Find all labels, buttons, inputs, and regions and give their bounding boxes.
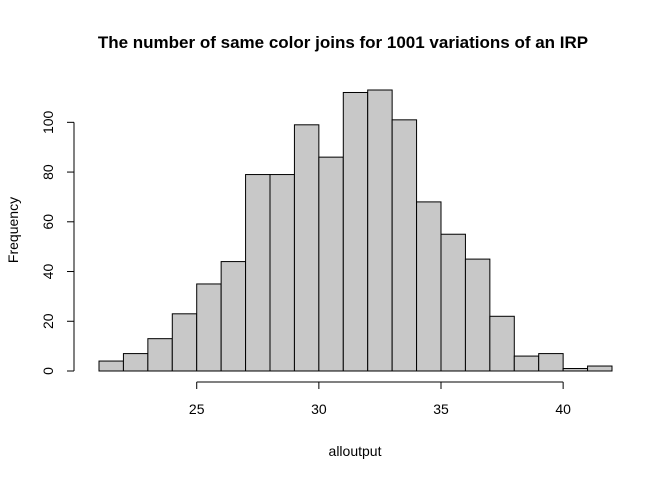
y-tick-label: 20 <box>40 313 56 329</box>
histogram-bar <box>416 201 442 372</box>
histogram-bar <box>220 261 247 372</box>
histogram-bar <box>562 368 589 372</box>
x-tick-label: 35 <box>433 401 449 417</box>
histogram-bar <box>269 174 295 372</box>
y-tick-label: 80 <box>40 164 56 180</box>
histogram-bar <box>538 353 564 372</box>
histogram-bar <box>391 119 418 372</box>
y-tick-label: 0 <box>40 367 56 375</box>
chart-title: The number of same color joins for 1001 … <box>98 33 588 52</box>
histogram-bar <box>587 365 613 372</box>
histogram-bar <box>440 233 466 372</box>
y-tick-label: 100 <box>40 110 56 134</box>
y-axis-label: Frequency <box>5 197 21 263</box>
x-axis-label: alloutput <box>329 443 382 459</box>
x-tick-label: 30 <box>311 401 327 417</box>
histogram-bar <box>245 174 271 372</box>
histogram-bar <box>171 313 198 372</box>
histogram-bar <box>367 89 393 372</box>
histogram-bar <box>293 124 320 372</box>
histogram-bar <box>196 283 222 372</box>
histogram-bar <box>147 338 173 372</box>
x-tick-label: 40 <box>555 401 571 417</box>
y-tick-label: 60 <box>40 214 56 230</box>
bars-group <box>98 89 613 372</box>
histogram-bar <box>122 353 149 372</box>
x-tick-label: 25 <box>189 401 205 417</box>
histogram-bar <box>464 258 491 372</box>
y-tick-label: 40 <box>40 264 56 280</box>
histogram-bar <box>489 315 515 372</box>
histogram-bar <box>98 360 124 372</box>
x-axis: 25 30 35 40 <box>189 381 571 417</box>
histogram-bar <box>513 355 540 372</box>
histogram-bar <box>342 91 369 372</box>
y-axis: 0 20 40 60 80 100 <box>40 110 75 375</box>
histogram-bar <box>318 156 344 372</box>
